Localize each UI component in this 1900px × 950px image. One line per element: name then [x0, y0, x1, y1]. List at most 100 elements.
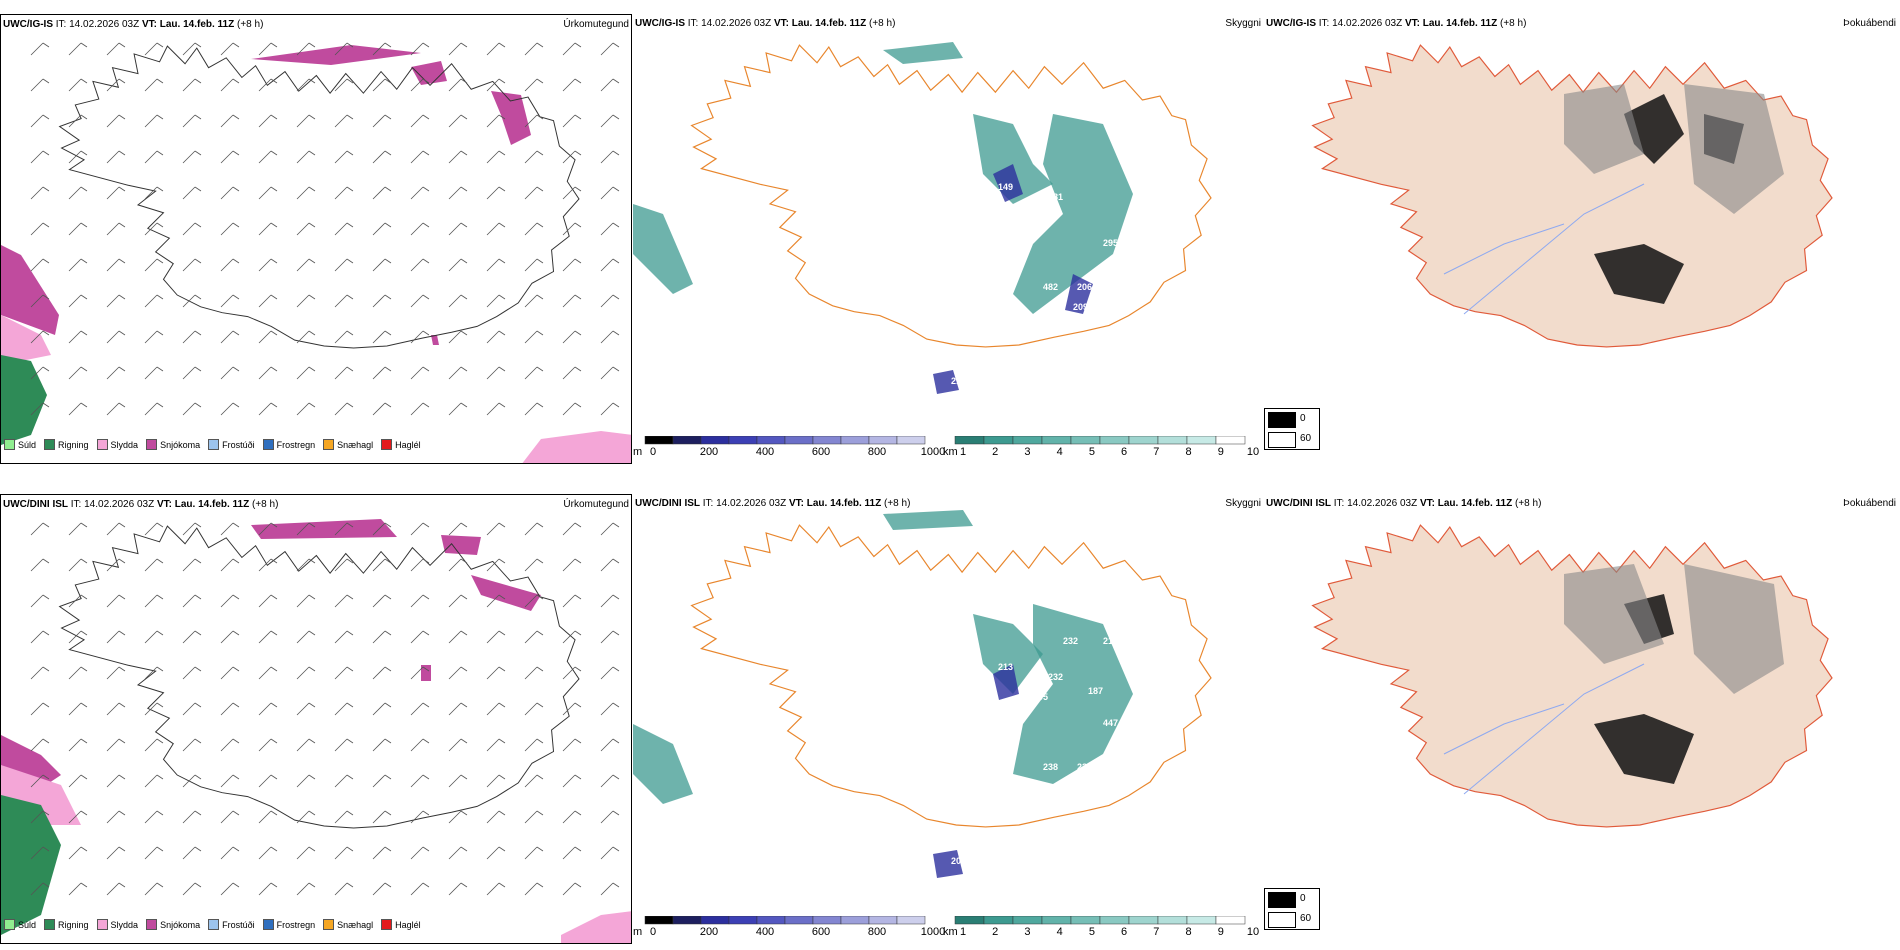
legend-label: Haglél: [395, 439, 421, 450]
wind-barb: [334, 258, 354, 272]
wind-barb: [30, 330, 50, 344]
wind-barb: [524, 258, 544, 272]
wind-barb: [296, 402, 316, 416]
colorbar-segment: [728, 435, 758, 445]
wind-barb: [562, 810, 582, 824]
wind-barb: [144, 666, 164, 680]
wind-barb: [182, 222, 202, 236]
wind-barb: [562, 186, 582, 200]
wind-barb: [524, 666, 544, 680]
wind-barb: [68, 42, 88, 56]
wind-barb: [486, 114, 506, 128]
colorbar-tick-label: 7: [1153, 446, 1160, 458]
wind-barb: [334, 294, 354, 308]
colorbar-tick-label: 1: [959, 446, 967, 458]
wind-barb: [410, 594, 430, 608]
wind-barb: [296, 594, 316, 608]
wind-barb: [182, 810, 202, 824]
wind-barb: [258, 402, 278, 416]
wind-barbs: [30, 522, 620, 896]
wind-barb: [410, 294, 430, 308]
colorbar-segment: [1099, 915, 1130, 925]
wind-barb: [258, 810, 278, 824]
fog-medium-area: [1564, 84, 1784, 214]
wind-barb: [296, 558, 316, 572]
wind-barb: [144, 258, 164, 272]
wind-barb: [562, 222, 582, 236]
wind-barb: [182, 738, 202, 752]
wind-barb: [220, 738, 240, 752]
colorbar-tick-label: 600: [811, 926, 831, 938]
wind-barb: [600, 594, 620, 608]
wind-barb: [334, 774, 354, 788]
wind-barb: [182, 594, 202, 608]
panel-header: UWC/DINI ISL IT: 14.02.2026 03Z VT: Lau.…: [635, 498, 911, 509]
wind-barb: [144, 522, 164, 536]
wind-barb: [410, 882, 430, 896]
wind-barb: [486, 186, 506, 200]
wind-barb: [410, 114, 430, 128]
wind-barb: [296, 846, 316, 860]
wind-barb: [334, 78, 354, 92]
wind-barb: [448, 186, 468, 200]
wind-barb: [182, 294, 202, 308]
wind-barb: [220, 402, 240, 416]
wind-barb: [296, 78, 316, 92]
colorbar-tick-label: 1: [959, 926, 967, 938]
rain-area: [1, 795, 61, 935]
wind-barb: [448, 150, 468, 164]
wind-barb: [258, 330, 278, 344]
wind-barb: [68, 810, 88, 824]
legend-label: Frostregn: [276, 919, 316, 930]
wind-barb: [410, 522, 430, 536]
panel-title: Skyggni: [1225, 18, 1261, 29]
colorbar-segment: [868, 915, 898, 925]
very-low-visibility-area: [933, 664, 1019, 878]
wind-barb: [448, 882, 468, 896]
wind-barb: [220, 558, 240, 572]
wind-barb: [334, 222, 354, 236]
wind-barb: [68, 882, 88, 896]
visibility-value-label: 232: [1048, 672, 1063, 682]
visibility-value-label: 447: [1103, 718, 1118, 728]
precip-type-panel-row1: UWC/IG-IS IT: 14.02.2026 03Z VT: Lau. 14…: [0, 14, 632, 464]
wind-barb: [144, 702, 164, 716]
legend-item: Haglél: [381, 439, 421, 450]
legend-swatch: [323, 439, 335, 450]
wind-barb: [524, 114, 544, 128]
wind-barb: [372, 222, 392, 236]
wind-barb: [372, 114, 392, 128]
wind-barb: [144, 558, 164, 572]
wind-barb: [600, 114, 620, 128]
colorbar-tick-label: 8: [1185, 446, 1192, 458]
wind-barb: [30, 594, 50, 608]
visibility-km-colorbar: km 1 2 3 4 5 6 7 8 9 10: [943, 915, 1259, 942]
wind-barb: [524, 222, 544, 236]
panel-title: Skyggni: [1225, 498, 1261, 509]
legend-item: Snæhagl: [323, 919, 373, 930]
wind-barbs: [30, 42, 620, 416]
colorbar-tick-label: 6: [1121, 446, 1128, 458]
wind-barb: [296, 366, 316, 380]
visibility-value-label: 482: [1043, 282, 1058, 292]
legend-label: Frostúði: [222, 439, 255, 450]
legend-item: Rigning: [44, 439, 89, 450]
wind-barb: [448, 222, 468, 236]
wind-barb: [410, 774, 430, 788]
visibility-value-label: 232: [1063, 636, 1078, 646]
legend-label: Súld: [18, 439, 37, 450]
wind-barb: [410, 702, 430, 716]
wind-barb: [448, 522, 468, 536]
wind-barb: [258, 630, 278, 644]
wind-barb: [106, 558, 126, 572]
wind-barb: [372, 522, 392, 536]
wind-barb: [334, 702, 354, 716]
colorbar-segment: [672, 435, 702, 445]
wind-barb: [68, 774, 88, 788]
wind-barb: [486, 522, 506, 536]
colorbar-segment: [1215, 435, 1246, 445]
colorbar-tick-label: 10: [1246, 926, 1260, 938]
rivers: [1443, 663, 1645, 795]
wind-barb: [144, 846, 164, 860]
wind-barb: [562, 666, 582, 680]
